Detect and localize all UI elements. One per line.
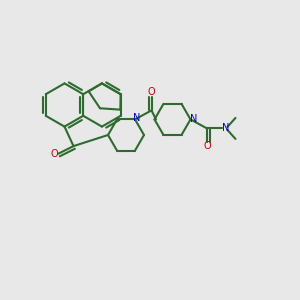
Text: N: N	[190, 114, 197, 124]
Text: O: O	[148, 87, 155, 98]
Text: N: N	[133, 113, 140, 123]
Text: O: O	[50, 148, 58, 159]
Text: O: O	[203, 141, 211, 152]
Text: N: N	[222, 123, 229, 134]
